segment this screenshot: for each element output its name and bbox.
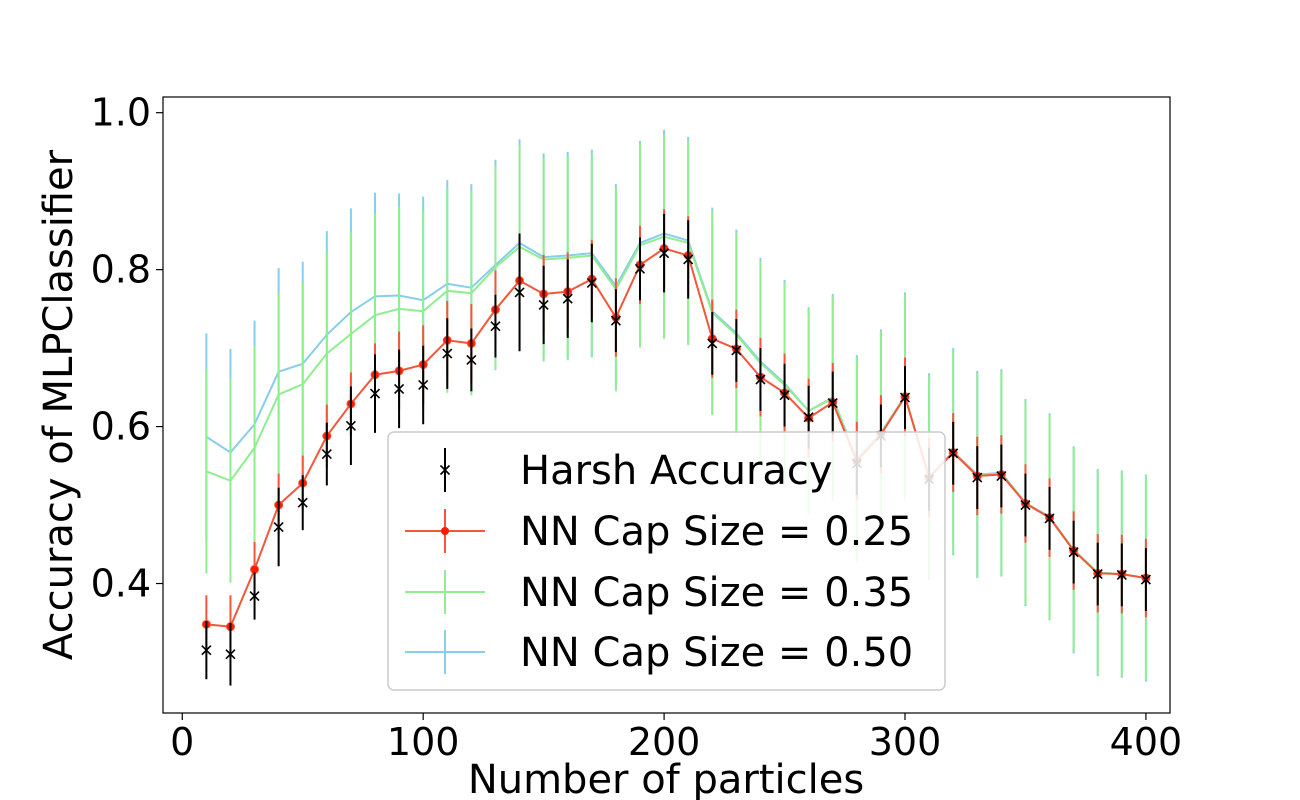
data-point [1140,574,1151,585]
legend-frame [387,431,946,691]
x-tick-label: 300 [869,720,942,764]
data-point [972,472,983,483]
legend: Harsh Accuracy NN Cap Size = 0.25 NN Cap S… [387,431,946,691]
y-axis-label: Accuracy of MLPClassifier [36,149,82,660]
data-point [466,354,477,365]
series-0 [201,213,1151,686]
legend-swatch-marker [439,464,451,476]
data-point [394,383,405,394]
data-point [1068,547,1079,558]
legend-label: NN Cap Size = 0.50 [520,630,913,676]
x-tick-label: 100 [387,720,460,764]
y-tick-label: 0.4 [91,562,151,606]
data-point [538,299,549,311]
data-point [610,315,621,326]
data-point [1020,499,1031,511]
x-tick-label: 0 [170,720,194,764]
x-axis-label: Number of particles [468,757,864,800]
data-point [683,254,694,265]
data-point [490,321,501,332]
data-point [442,348,453,359]
data-point [827,397,838,409]
data-point [514,287,525,298]
data-point [321,448,332,460]
legend-item: NN Cap Size = 0.25 [405,509,913,555]
y-tick-label: 0.6 [91,405,151,449]
data-point [369,388,381,399]
data-point [250,564,260,574]
data-point [225,649,236,660]
data-point [779,390,790,401]
legend-items: Harsh Accuracy NN Cap Size = 0.25 NN Cap S… [405,448,913,676]
axis-layer: 0 100 200 300 400 0.4 0.6 0.8 1.0 [91,91,1183,764]
data-point [1092,569,1103,580]
data-point [659,248,670,259]
data-point [803,412,814,423]
y-tick-label: 0.8 [91,248,151,292]
data-point [1044,513,1055,524]
x-tick-label: 200 [628,720,701,764]
x-tick-label: 400 [1110,720,1183,764]
data-point [201,645,212,656]
data-point [731,345,742,356]
plot-frame [162,96,1171,714]
data-point [297,497,308,508]
data-point [273,521,284,533]
legend-label: NN Cap Size = 0.35 [520,570,913,616]
data-point [418,379,429,391]
data-point [345,420,356,431]
data-point [1116,569,1127,580]
data-point [249,591,260,602]
legend-item: NN Cap Size = 0.50 [405,630,913,676]
series-line [206,247,1147,628]
legend-item: NN Cap Size = 0.35 [405,570,913,616]
data-point [755,374,766,385]
data-point [707,338,718,349]
data-point [562,293,573,304]
legend-swatch-marker [441,527,449,535]
data-point [899,392,911,403]
legend-item: Harsh Accuracy [439,448,833,494]
legend-label: NN Cap Size = 0.25 [520,509,913,555]
data-point [586,277,597,289]
y-tick-label: 1.0 [91,91,151,135]
legend-label: Harsh Accuracy [520,448,833,494]
data-point [996,470,1007,482]
data-point [948,448,959,459]
data-point [634,263,646,274]
